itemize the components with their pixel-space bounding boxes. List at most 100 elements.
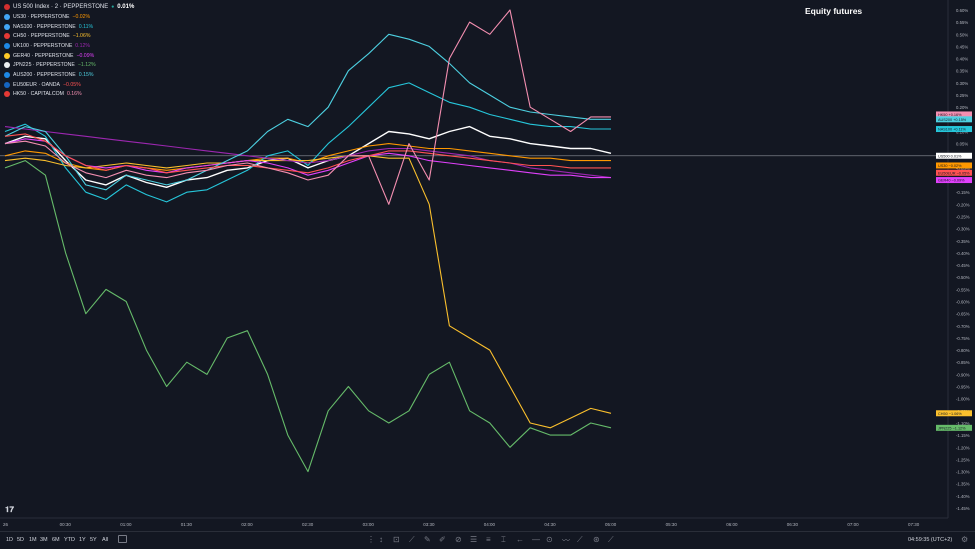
timezone-clock[interactable]: 04:59:35 (UTC+2) [908, 537, 953, 543]
price-tick-label: -0.25% [956, 214, 970, 219]
price-tick-label: -0.20% [956, 202, 970, 207]
legend-row[interactable]: HK50 · CAPITALCOM 0.16% [4, 90, 164, 100]
flag-icon [4, 33, 10, 40]
location-pin-icon[interactable]: ⊛ [593, 535, 600, 544]
series-line-aus200[interactable] [4, 33, 611, 191]
price-tick-label: 0.50% [956, 32, 968, 37]
price-tick-label: -1.20% [956, 445, 970, 450]
range-1m-button[interactable]: 1M [29, 537, 37, 543]
legend-row[interactable]: NAS100 · PEPPERSTONE 0.11% [4, 22, 164, 32]
legend-row[interactable]: US30 · PEPPERSTONE −0.02% [4, 12, 164, 22]
range-1d-button[interactable]: 1D [6, 537, 14, 543]
price-tick-label: -0.65% [956, 312, 970, 317]
legend-row[interactable]: JPN225 · PEPPERSTONE −1.12% [4, 60, 164, 70]
series-line-uk100[interactable] [4, 126, 612, 179]
legend-row[interactable]: AUS200 · PEPPERSTONE 0.15% [4, 70, 164, 80]
time-tick-label: 02:00 [241, 522, 253, 527]
price-tick-label: -1.40% [956, 494, 970, 499]
legend-row[interactable]: UK100 · PEPPERSTONE 0.12% [4, 41, 164, 51]
time-tick-label: 04:00 [484, 522, 496, 527]
chart-canvas[interactable]: 0.60% 0.55% 0.50% 0.45% 0.40% 0.35% 0.30% 0.25%… [0, 0, 975, 531]
pattern-icon[interactable]: ⊘ [455, 535, 462, 544]
chart-line-icon[interactable]: ⟋ [409, 535, 415, 544]
time-tick-label: 07:30 [908, 522, 920, 527]
price-tick-label: -1.25% [956, 457, 970, 462]
price-label-text: EU50EUR −0.05% [938, 171, 970, 175]
series-line-us[interactable] [4, 125, 612, 189]
calendar-icon[interactable] [118, 535, 127, 543]
range-5y-button[interactable]: 5Y [90, 537, 97, 543]
series-line-ger40[interactable] [4, 138, 611, 179]
channel-icon[interactable]: ≡ [486, 535, 491, 544]
legend-row-main[interactable]: US 500 Index · 2 · PEPPERSTONE ● 0.01% [4, 2, 164, 12]
legend-row[interactable]: GER40 · PEPPERSTONE −0.09% [4, 51, 164, 61]
price-tick-label: -0.70% [956, 324, 970, 329]
price-label: US30 −0.02% [936, 162, 972, 169]
zigzag-icon[interactable]: 〰 [562, 536, 570, 545]
series-line-ch50[interactable] [4, 155, 612, 429]
price-tick-label: -1.35% [956, 482, 970, 487]
range-6m-button[interactable]: 6M [52, 537, 60, 543]
price-tick-label: 0.45% [956, 44, 968, 49]
crop-icon[interactable]: ⊡ [393, 535, 400, 544]
legend-symbol: AUS200 · PEPPERSTONE [13, 71, 76, 78]
price-label: AUS200 +0.15% [936, 116, 972, 123]
flag-icon [4, 23, 10, 30]
series-line-jpn225[interactable] [4, 160, 612, 473]
flag-icon [4, 13, 10, 20]
ruler-icon[interactable]: ⟋ [577, 535, 583, 544]
range-5d-button[interactable]: 5D [17, 537, 25, 543]
price-label: CH50 −1.06% [936, 410, 972, 417]
arrow-left-icon[interactable]: ← [516, 535, 524, 544]
time-tick-label: 03:00 [363, 522, 375, 527]
price-tick-label: -0.95% [956, 385, 970, 390]
flag-icon [4, 52, 10, 59]
price-tick-label: -0.15% [956, 190, 970, 195]
circle-icon[interactable]: ⊙ [546, 535, 553, 544]
time-scale[interactable]: 26 00:30 01:00 01:30 02:00 02:30 03:00 03:30 04:… [3, 522, 920, 527]
price-label-box [936, 152, 972, 159]
price-tick-label: -0.85% [956, 360, 970, 365]
gear-icon[interactable]: ⚙ [961, 535, 969, 544]
price-label-box [936, 169, 972, 176]
price-label: JPN225 −1.12% [936, 424, 972, 431]
text-tool-icon[interactable]: ⌶ [501, 535, 506, 544]
tradingview-logo-icon[interactable]: 𝟏𝟕 [5, 505, 14, 514]
trend-arrow-icon[interactable]: ↕ [379, 535, 383, 544]
legend: US 500 Index · 2 · PEPPERSTONE ● 0.01% U… [4, 2, 164, 99]
series-line-hk50[interactable] [4, 9, 611, 205]
legend-symbol: US 500 Index · 2 · PEPPERSTONE [13, 4, 109, 10]
series-line-nas100[interactable] [4, 82, 611, 203]
price-tick-label: -0.35% [956, 239, 970, 244]
pen-icon[interactable]: ✐ [439, 535, 446, 544]
time-tick-label: 04:30 [544, 522, 556, 527]
range-3m-button[interactable]: 3M [40, 537, 48, 543]
price-label: US500 0.01% [936, 152, 972, 159]
price-tick-label: 0.20% [956, 105, 968, 110]
price-tick-label: -1.00% [956, 397, 970, 402]
price-scale[interactable]: 0.60% 0.55% 0.50% 0.45% 0.40% 0.35% 0.30% 0.25%… [956, 8, 970, 511]
time-tick-label: 00:30 [60, 522, 72, 527]
legend-change: 0.12% [75, 42, 91, 49]
legend-symbol: UK100 · PEPPERSTONE [13, 42, 73, 49]
time-tick-label: 03:30 [423, 522, 435, 527]
series-line-eu50eur[interactable] [4, 133, 611, 174]
price-label-box [936, 177, 972, 184]
horizontal-line-icon[interactable]: — [532, 535, 540, 544]
legend-row[interactable]: EU50EUR · OANDA −0.05% [4, 80, 164, 90]
price-tick-label: -1.15% [956, 433, 970, 438]
range-1y-button[interactable]: 1Y [79, 537, 86, 543]
cursor-tool-icon[interactable]: ⋮ [367, 535, 375, 544]
legend-row[interactable]: CH50 · PEPPERSTONE −1.06% [4, 31, 164, 41]
legend-change: −1.12% [77, 62, 96, 69]
fib-icon[interactable]: ☰ [470, 535, 478, 544]
legend-symbol: HK50 · CAPITALCOM [13, 91, 64, 98]
range-all-button[interactable]: All [102, 537, 109, 543]
price-tick-label: 0.55% [956, 20, 968, 25]
magic-icon[interactable]: ⟋ [608, 535, 614, 544]
flag-icon [4, 4, 10, 10]
price-tick-label: -0.50% [956, 275, 970, 280]
range-ytd-button[interactable]: YTD [64, 537, 75, 543]
brush-icon[interactable]: ✎ [424, 535, 431, 544]
price-label: HK50 +0.16% [936, 111, 972, 118]
